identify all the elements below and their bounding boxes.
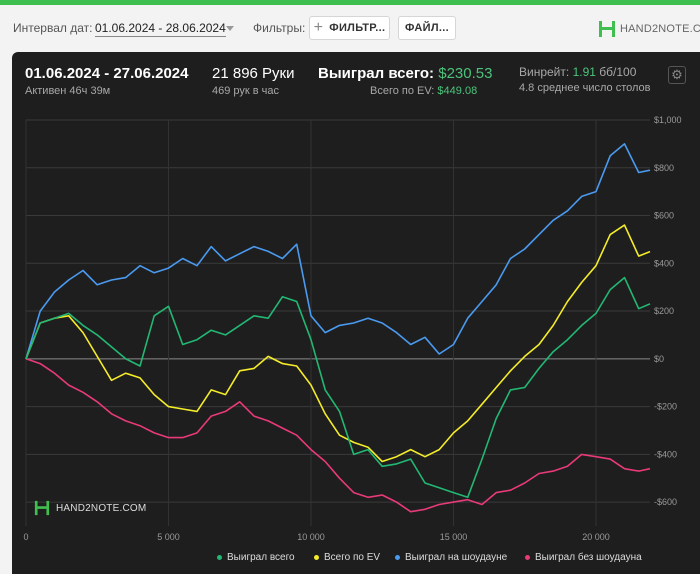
x-tick-label: 10 000	[297, 532, 325, 542]
y-tick-label: $800	[654, 163, 674, 173]
y-tick-label: $200	[654, 306, 674, 316]
series-line-showdown	[25, 143, 651, 360]
y-tick-label: -$600	[654, 497, 677, 507]
chevron-down-icon[interactable]	[226, 26, 234, 31]
y-tick-label: $0	[654, 354, 664, 364]
avg-tables: 4.8 среднее число столов	[519, 82, 651, 94]
legend-item-showdown[interactable]: Выиграл на шоудауне	[395, 552, 507, 563]
h2n-logo-icon	[599, 21, 615, 37]
legend-item-ev[interactable]: Всего по EV	[314, 552, 380, 563]
brand-logo: HAND2NOTE.COM	[598, 20, 700, 38]
hands-count: 21 896 Руки	[212, 65, 295, 82]
x-tick-label: 20 000	[582, 532, 610, 542]
winrate-label: Винрейт:	[519, 65, 570, 79]
x-tick-label: 15 000	[440, 532, 468, 542]
legend-label: Всего по EV	[324, 552, 381, 563]
period-text: 01.06.2024 - 27.06.2024	[25, 65, 189, 82]
legend-item-non-showdown[interactable]: Выиграл без шоудауна	[525, 552, 642, 563]
legend-marker	[395, 555, 400, 560]
legend-label: Выиграл всего	[227, 552, 295, 563]
x-tick-label: 0	[23, 532, 28, 542]
interval-label: Интервал дат:	[13, 21, 93, 35]
y-tick-label: $1,000	[654, 115, 682, 125]
watermark: HAND2NOTE.COM	[34, 500, 146, 516]
watermark-text: HAND2NOTE.COM	[56, 502, 147, 514]
file-button[interactable]: ФАЙЛ...	[398, 16, 456, 40]
filter-button[interactable]: + ФИЛЬТР...	[309, 16, 390, 40]
legend-marker	[314, 555, 319, 560]
legend-label: Выиграл на шоудауне	[405, 552, 508, 563]
series-line-ev	[25, 224, 651, 463]
ev-value: $449.08	[437, 85, 478, 97]
active-time: Активен 46ч 39м	[25, 85, 111, 97]
legend-marker	[217, 555, 222, 560]
won-value: $230.53	[438, 65, 493, 82]
legend-item-won-total[interactable]: Выиграл всего	[217, 552, 295, 563]
winrate-block: Винрейт: 1.91 бб/100 4.8 среднее число с…	[519, 65, 651, 94]
y-tick-label: $400	[654, 258, 674, 268]
won-label: Выиграл всего:	[318, 65, 435, 82]
chart-area: $1,000 $800 $600 $400 $200 $0 -$200 -$400 -$600 0…	[23, 115, 682, 542]
filters-label: Фильтры:	[253, 21, 306, 35]
chart-legend: Выиграл всего Всего по EV Выиграл на шоу…	[12, 552, 700, 568]
graph-panel: 01.06.2024 - 27.06.2024 Активен 46ч 39м …	[12, 52, 700, 574]
ev-label: Всего по EV:	[370, 85, 435, 97]
hands-block: 21 896 Руки 469 рук в час	[212, 65, 295, 97]
legend-marker	[525, 555, 530, 560]
plus-icon: +	[313, 19, 324, 36]
file-button-label: ФАЙЛ...	[405, 22, 449, 34]
hands-per-hour: 469 рук в час	[212, 85, 280, 97]
gear-icon[interactable]: ⚙	[668, 66, 686, 84]
period-block: 01.06.2024 - 27.06.2024 Активен 46ч 39м	[25, 65, 188, 97]
toolbar: Интервал дат: 01.06.2024 - 28.06.2024 Фи…	[0, 5, 700, 50]
winrate-value: 1.91	[572, 65, 596, 79]
watermark-logo-icon	[34, 500, 50, 516]
x-tick-label: 5 000	[157, 532, 180, 542]
series-line-won-total	[25, 276, 651, 499]
series-line-non-showdown	[25, 358, 651, 513]
top-accent-bar	[0, 0, 700, 5]
winrate-unit: бб/100	[599, 65, 637, 79]
won-block: Выиграл всего: $230.53	[318, 65, 492, 82]
filter-button-label: ФИЛЬТР...	[329, 22, 386, 34]
y-tick-label: -$400	[654, 449, 677, 459]
y-tick-label: -$200	[654, 402, 677, 412]
legend-label: Выиграл без шоудауна	[535, 552, 642, 563]
brand-text: HAND2NOTE.COM	[620, 23, 700, 35]
y-tick-label: $600	[654, 211, 674, 221]
date-range-select[interactable]: 01.06.2024 - 28.06.2024	[95, 21, 226, 37]
ev-block: Всего по EV: $449.08	[370, 85, 477, 97]
